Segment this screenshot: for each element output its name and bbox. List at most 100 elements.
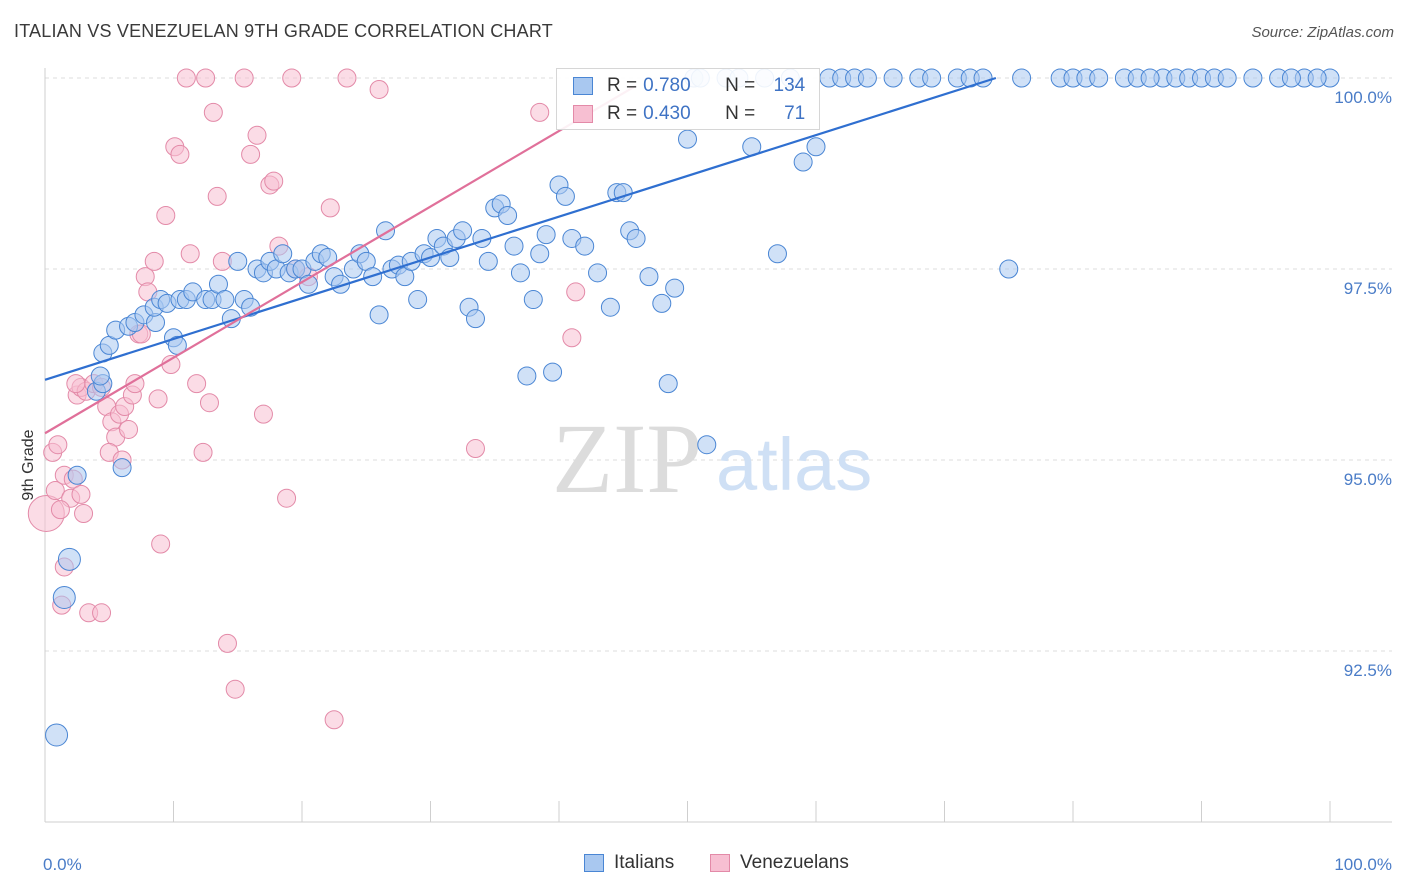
venezuelans-point: [187, 374, 207, 394]
legend-item-italians: Italians: [584, 852, 674, 874]
n-value: 134: [773, 75, 806, 96]
y-tick-label: 92.5%: [1344, 661, 1392, 680]
venezuelans-point: [324, 710, 344, 730]
italians-point: [465, 309, 485, 329]
italians-point: [1307, 68, 1327, 88]
venezuelans-points: [27, 68, 586, 730]
venezuelans-point: [225, 679, 245, 699]
italians-point: [678, 129, 697, 149]
venezuelans-point: [234, 68, 254, 88]
italians-point: [273, 244, 293, 264]
watermark-atlas: atlas: [716, 423, 872, 506]
venezuelans-point: [50, 500, 70, 520]
venezuelans-swatch: [573, 105, 593, 123]
venezuelans-point: [465, 439, 485, 459]
y-tick-label: 95.0%: [1344, 470, 1392, 489]
venezuelans-point: [369, 79, 389, 99]
italians-point: [1089, 68, 1109, 88]
r-value: 0.780: [643, 75, 691, 96]
venezuelans-point: [92, 603, 112, 623]
x-tick-label: 100.0%: [1334, 855, 1392, 874]
italians-point: [922, 68, 942, 88]
y-tick-label: 97.5%: [1344, 279, 1392, 298]
grid-layer: [45, 77, 1392, 652]
italians-swatch: [573, 77, 593, 95]
italians-point: [857, 68, 877, 88]
italians-point: [498, 206, 518, 226]
italians-point: [600, 297, 620, 317]
venezuelans-point: [566, 282, 586, 302]
venezuelans-point: [119, 419, 139, 439]
venezuelans-point: [151, 534, 171, 554]
n-label: N =: [725, 103, 756, 124]
italians-point: [112, 458, 132, 478]
italians-point: [793, 152, 813, 172]
italians-point: [45, 723, 69, 747]
venezuelans-point: [74, 503, 94, 523]
venezuelans-point: [66, 374, 86, 394]
bottom-legend: Italians Venezuelans: [0, 852, 1406, 876]
n-value: 71: [784, 103, 806, 124]
italians-point: [523, 290, 543, 310]
italians-point: [1281, 68, 1301, 88]
italians-point: [369, 305, 389, 325]
stats-legend: R = 0.780 N = 134 R = 0.430 N = 71: [556, 68, 820, 130]
italians-point: [536, 225, 556, 245]
venezuelans-point: [199, 393, 219, 413]
italians-point: [215, 290, 235, 310]
legend-item-venezuelans: Venezuelans: [710, 852, 849, 874]
italians-point: [408, 290, 428, 310]
trend-lines: [44, 76, 997, 435]
venezuelans-point: [277, 488, 297, 508]
italians-point: [883, 68, 903, 88]
italians-point: [575, 236, 595, 256]
watermark-zip: ZIP: [552, 403, 702, 514]
axes-layer: [44, 68, 1392, 823]
italians-point: [658, 374, 678, 394]
legend-row-venezuelans: R = 0.430 N = 71: [557, 100, 805, 128]
italians-point: [478, 251, 498, 271]
venezuelans-point: [148, 389, 168, 409]
italians-point: [57, 547, 81, 571]
venezuelans-point: [253, 404, 273, 424]
venezuelans-point: [180, 244, 200, 264]
source-label: Source: ZipAtlas.com: [1251, 24, 1394, 41]
venezuelans-point: [264, 171, 284, 191]
italians-point: [588, 263, 608, 283]
venezuelans-point: [217, 633, 237, 653]
venezuelans-point: [247, 125, 267, 145]
venezuelans-point: [320, 198, 340, 218]
venezuelans-point: [337, 68, 357, 88]
italians-point: [999, 259, 1019, 279]
italians-point: [228, 251, 248, 271]
r-label: R =: [607, 103, 638, 124]
italians-point: [767, 244, 787, 264]
italians-point: [1012, 68, 1032, 88]
italians-point: [665, 278, 685, 298]
italians-point: [90, 366, 110, 386]
x-tick-label: 0.0%: [43, 855, 82, 874]
italians-point: [517, 366, 537, 386]
venezuelans-point: [176, 68, 196, 88]
venezuelans-point: [48, 435, 68, 455]
italians-point: [555, 186, 575, 206]
italians-point: [1243, 68, 1263, 88]
venezuelans-point: [71, 484, 91, 504]
italians-legend-label: Italians: [614, 852, 675, 873]
italians-point: [626, 228, 646, 248]
venezuelans-point: [125, 374, 145, 394]
venezuelans-point: [45, 481, 65, 501]
venezuelans-point: [241, 144, 261, 164]
italians-trend-line: [44, 76, 997, 381]
venezuelans-point: [203, 102, 223, 122]
venezuelans-point: [193, 442, 213, 462]
italians-point: [67, 465, 87, 485]
chart-title: ITALIAN VS VENEZUELAN 9TH GRADE CORRELAT…: [14, 21, 553, 41]
venezuelans-legend-label: Venezuelans: [740, 852, 849, 873]
italians-point: [453, 221, 473, 241]
n-label: N =: [725, 75, 756, 96]
r-value: 0.430: [643, 103, 691, 124]
venezuelans-point: [562, 328, 582, 348]
italians-point: [504, 236, 524, 256]
